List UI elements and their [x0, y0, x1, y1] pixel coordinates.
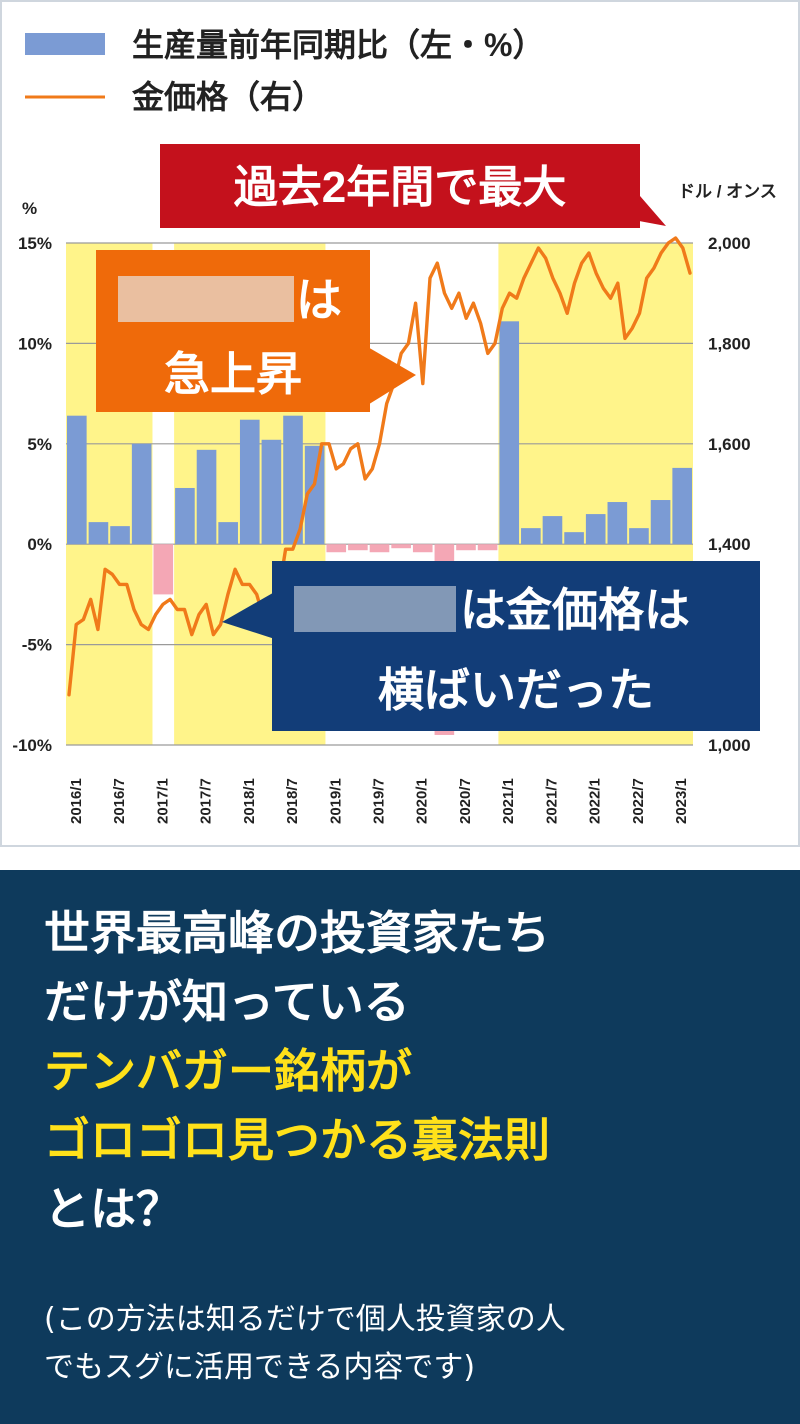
x-axis-ticks: 2016/1 2016/7 2017/1 2017/7 2018/1 2018/7 2019… — [68, 778, 690, 824]
legend-bar-swatch — [25, 33, 105, 55]
left-tick-label: 10% — [18, 334, 52, 353]
blurred-text-1 — [118, 276, 294, 322]
bar-23 — [564, 532, 584, 545]
x-tick-label: 2023/1 — [673, 778, 690, 824]
bar-10 — [283, 415, 303, 545]
bar-1 — [88, 522, 109, 545]
production-bars — [67, 321, 692, 735]
gold-price-series — [67, 236, 692, 697]
right-tick-label: 1,800 — [708, 334, 751, 353]
bar-9 — [261, 439, 282, 545]
left-tick-label: 15% — [18, 234, 52, 253]
bar-25 — [607, 502, 628, 545]
left-tick-label: -5% — [22, 636, 52, 655]
x-tick-label: 2017/7 — [198, 778, 215, 824]
legend-line-label: 金価格（右） — [131, 79, 324, 115]
bar-11 — [304, 445, 325, 545]
x-tick-label: 2022/1 — [587, 778, 604, 824]
bar-13 — [348, 544, 368, 551]
bar-2 — [110, 526, 130, 545]
bar-22 — [542, 516, 563, 545]
chart-svg: 生産量前年同期比（左・%） 金価格（右） % ドル / オンス 15% 10% 5%… — [0, 0, 800, 847]
left-tick-label: 0% — [27, 535, 52, 554]
bar-18 — [456, 544, 476, 551]
legend-bar-label: 生産量前年同期比（左・%） — [132, 27, 544, 63]
bar-24 — [585, 514, 606, 545]
x-tick-label: 2021/7 — [543, 778, 560, 824]
headline-line-3: テンバガー銘柄が — [44, 1044, 412, 1098]
note-line-2: でもスグに活用できる内容です) — [44, 1350, 476, 1385]
bar-19 — [477, 544, 498, 551]
right-axis-ticks: 2,000 1,800 1,600 1,400 1,000 — [708, 234, 751, 755]
bottom-panel: 世界最高峰の投資家たち だけが知っている テンバガー銘柄がゴロゴロ見つかる裏法則 とは… — [0, 848, 800, 1424]
x-tick-label: 2019/7 — [371, 778, 388, 824]
bar-3 — [131, 443, 152, 545]
bar-26 — [629, 528, 649, 545]
callout-top-text: 過去2年間で最大 — [234, 163, 566, 212]
bar-8 — [239, 419, 260, 545]
x-tick-label: 2018/1 — [241, 778, 258, 824]
bar-5 — [175, 487, 195, 545]
bar-28 — [672, 467, 692, 545]
x-tick-label: 2020/1 — [414, 778, 431, 824]
bar-4 — [153, 544, 174, 595]
x-tick-label: 2019/1 — [327, 778, 344, 824]
bar-6 — [196, 449, 217, 545]
left-axis-unit: % — [22, 199, 37, 218]
bar-16 — [412, 544, 433, 553]
right-tick-label: 2,000 — [708, 234, 751, 253]
callout-navy-line2: 横ばいだった — [378, 664, 654, 716]
headline-line-2: だけが知っている — [44, 975, 410, 1029]
callout-navy-line1: は金価格は — [460, 584, 690, 636]
left-tick-label: -10% — [12, 736, 52, 755]
headline-line-4: ゴロゴロ見つかる裏法則 — [44, 1113, 550, 1167]
bar-21 — [521, 528, 541, 545]
bar-20 — [499, 321, 520, 545]
gold-price-line — [67, 236, 692, 697]
x-tick-label: 2018/7 — [284, 778, 301, 824]
callout-orange-line1: は — [296, 274, 342, 326]
callout-orange: は 急上昇 — [96, 250, 416, 412]
bar-27 — [650, 500, 671, 545]
bar-14 — [369, 544, 390, 553]
headline-line-1: 世界最高峰の投資家たち — [44, 906, 550, 960]
bar-12 — [326, 544, 347, 553]
x-tick-label: 2022/7 — [630, 778, 647, 824]
right-axis-unit: ドル / オンス — [678, 182, 777, 201]
left-axis-ticks: 15% 10% 5% 0% -5% -10% — [12, 234, 52, 755]
headline-line-5: とは？ — [44, 1182, 182, 1236]
chart-panel: 生産量前年同期比（左・%） 金価格（右） % ドル / オンス 15% 10% 5%… — [0, 0, 800, 847]
x-tick-label: 2016/1 — [68, 778, 85, 824]
callout-top: 過去2年間で最大 — [160, 144, 666, 228]
callout-navy: は金価格は 横ばいだった — [222, 561, 760, 731]
callout-orange-line2: 急上昇 — [164, 348, 302, 400]
bar-15 — [391, 544, 411, 549]
x-tick-label: 2017/1 — [154, 778, 171, 824]
right-tick-label: 1,000 — [708, 736, 751, 755]
promo-box: 世界最高峰の投資家たち だけが知っている テンバガー銘柄がゴロゴロ見つかる裏法則 とは… — [0, 870, 800, 1424]
left-tick-label: 5% — [27, 435, 52, 454]
right-tick-label: 1,600 — [708, 435, 751, 454]
blurred-text-2 — [294, 586, 456, 632]
x-tick-label: 2016/7 — [111, 778, 128, 824]
bar-7 — [218, 522, 238, 545]
x-tick-label: 2020/7 — [457, 778, 474, 824]
note-line-1: (この方法は知るだけで個人投資家の人 — [44, 1302, 566, 1337]
bar-0 — [67, 415, 87, 545]
right-tick-label: 1,400 — [708, 535, 751, 554]
x-tick-label: 2021/1 — [500, 778, 517, 824]
